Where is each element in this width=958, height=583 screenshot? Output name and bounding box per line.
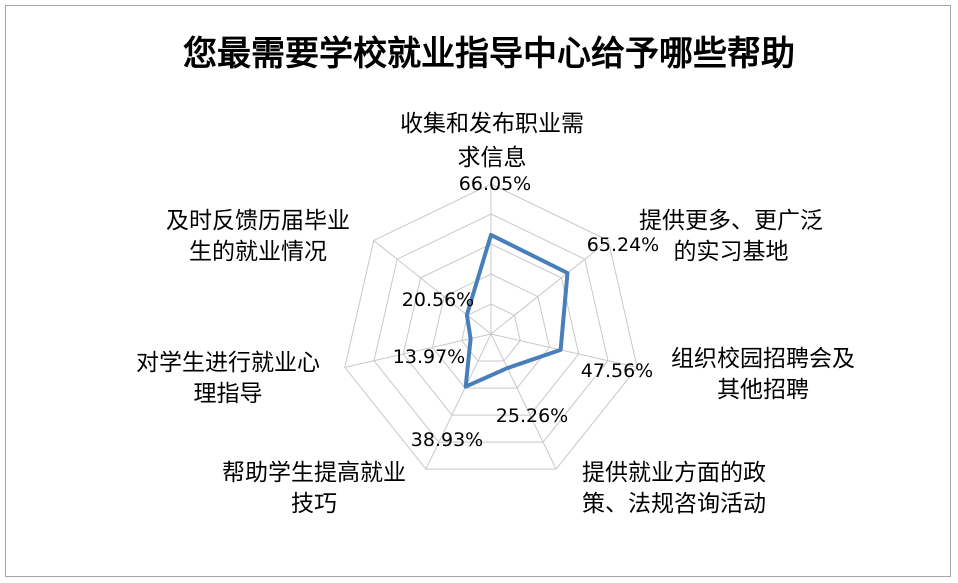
category-labels: 收集和发布职业需求信息提供更多、更广泛的实习基地组织校园招聘会及其他招聘提供就业… xyxy=(136,111,855,517)
data-labels: 66.05% 65.24% 47.56% 25.26% 38.93% 13.97% 20.5… xyxy=(393,173,659,451)
category-label-6: 对学生进行就业心理指导 xyxy=(136,350,320,407)
category-label-7: 及时反馈历届毕业生的就业情况 xyxy=(166,208,350,265)
chart-area: 您最需要学校就业指导中心给予哪些帮助 收集和发布职业需求信息 提供更多、更广泛的实… xyxy=(5,5,951,577)
chart-title: 您最需要学校就业指导中心给予哪些帮助 xyxy=(183,34,795,74)
radar-grid xyxy=(344,183,638,470)
spoke-5 xyxy=(425,333,492,470)
spoke-3 xyxy=(490,333,638,368)
spoke-7 xyxy=(373,240,492,335)
data-label-3: 47.56% xyxy=(581,360,653,382)
radar-chart: 您最需要学校就业指导中心给予哪些帮助 收集和发布职业需求信息提供更多、更广泛的实… xyxy=(136,34,855,517)
spoke-6 xyxy=(344,333,492,368)
data-label-5: 38.93% xyxy=(411,429,483,451)
series-polygon xyxy=(463,232,570,389)
grid-ring-4 xyxy=(373,213,609,443)
data-label-4: 25.26% xyxy=(496,405,568,427)
grid-ring-2 xyxy=(431,273,551,389)
category-label-1: 收集和发布职业需求信息 xyxy=(400,111,584,171)
spoke-2 xyxy=(490,240,609,335)
data-label-1: 66.05% xyxy=(459,173,531,195)
category-label-4: 提供就业方面的政策、法规咨询活动 xyxy=(582,460,766,517)
data-label-2: 65.24% xyxy=(587,234,659,256)
data-label-7: 20.56% xyxy=(402,289,474,311)
category-label-3: 组织校园招聘会及其他招聘 xyxy=(671,346,855,403)
spoke-4 xyxy=(490,333,557,470)
data-label-6: 13.97% xyxy=(393,346,465,368)
category-label-2: 提供更多、更广泛的实习基地 xyxy=(639,208,823,265)
grid-ring-5 xyxy=(344,183,638,470)
category-label-5: 帮助学生提高就业技巧 xyxy=(222,460,406,517)
radar-series xyxy=(463,232,570,389)
